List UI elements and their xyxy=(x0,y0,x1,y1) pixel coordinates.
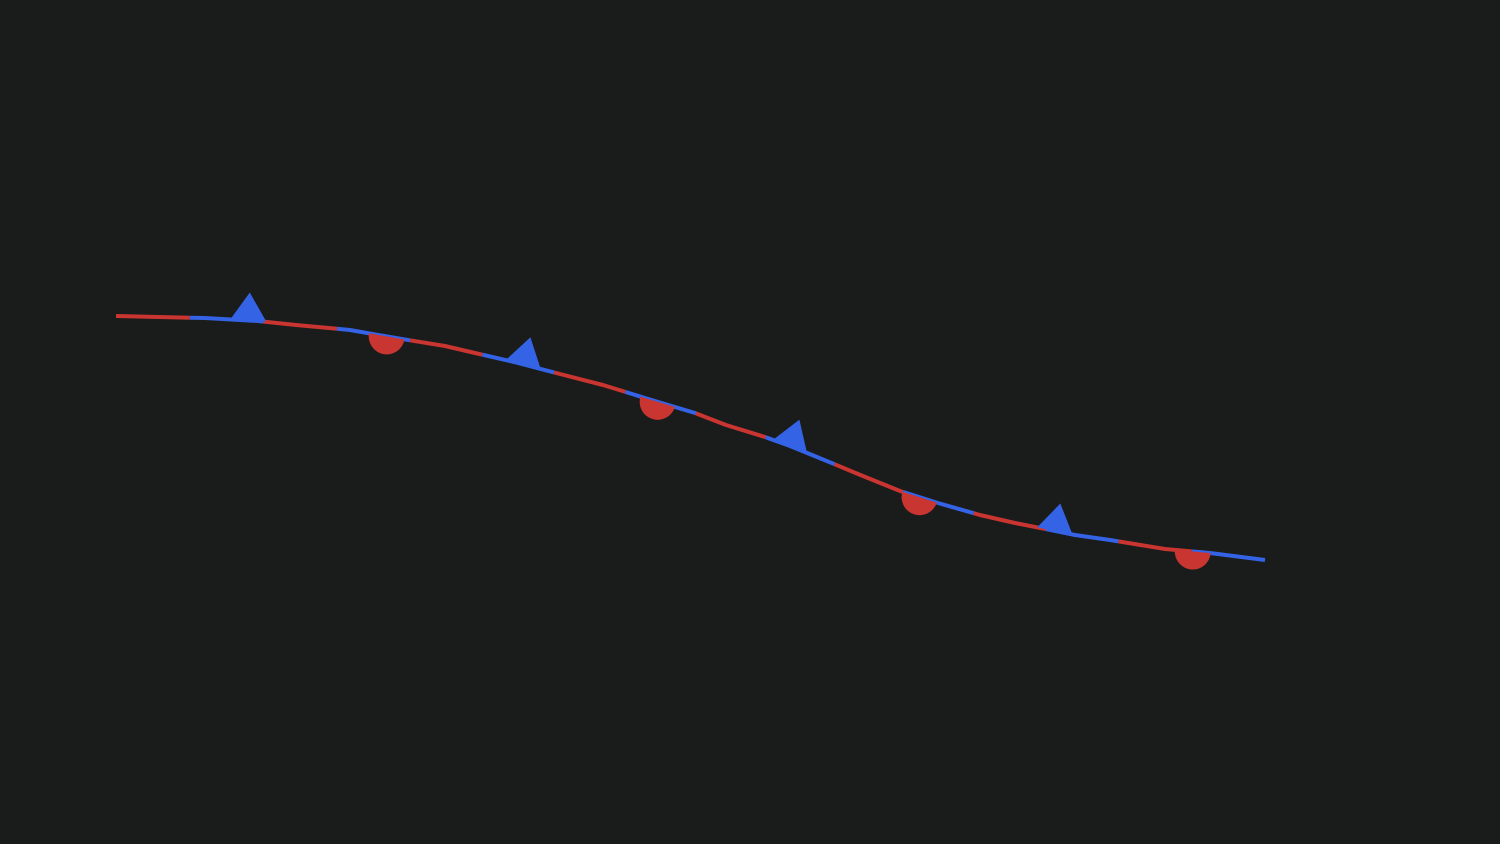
cold-front-triangle-icon xyxy=(505,337,541,369)
front-segment-cold xyxy=(1191,549,1266,562)
warm-front-semicircle-icon xyxy=(1174,549,1211,570)
front-segment-warm xyxy=(833,462,904,494)
warm-front-semicircle-icon xyxy=(639,396,675,420)
cold-front-triangle-icon xyxy=(773,419,807,453)
cold-front-triangle-icon xyxy=(1037,503,1073,535)
front-segment-warm xyxy=(973,511,1047,532)
front-segment-cold xyxy=(902,489,975,516)
front-segment-warm xyxy=(409,338,483,357)
cold-front-triangle-icon xyxy=(230,292,267,322)
front-segment-warm xyxy=(115,314,190,320)
front-segment-warm xyxy=(263,319,338,331)
warm-front-semicircle-icon xyxy=(901,491,937,516)
warm-front-semicircle-icon xyxy=(368,333,405,355)
front-segment-cold xyxy=(189,315,264,324)
front-segment-warm xyxy=(695,411,767,440)
front-segment-cold xyxy=(624,389,697,416)
front-segment-warm xyxy=(1118,539,1192,554)
stationary-front[interactable] xyxy=(115,292,1266,570)
front-segment-warm xyxy=(553,370,626,394)
